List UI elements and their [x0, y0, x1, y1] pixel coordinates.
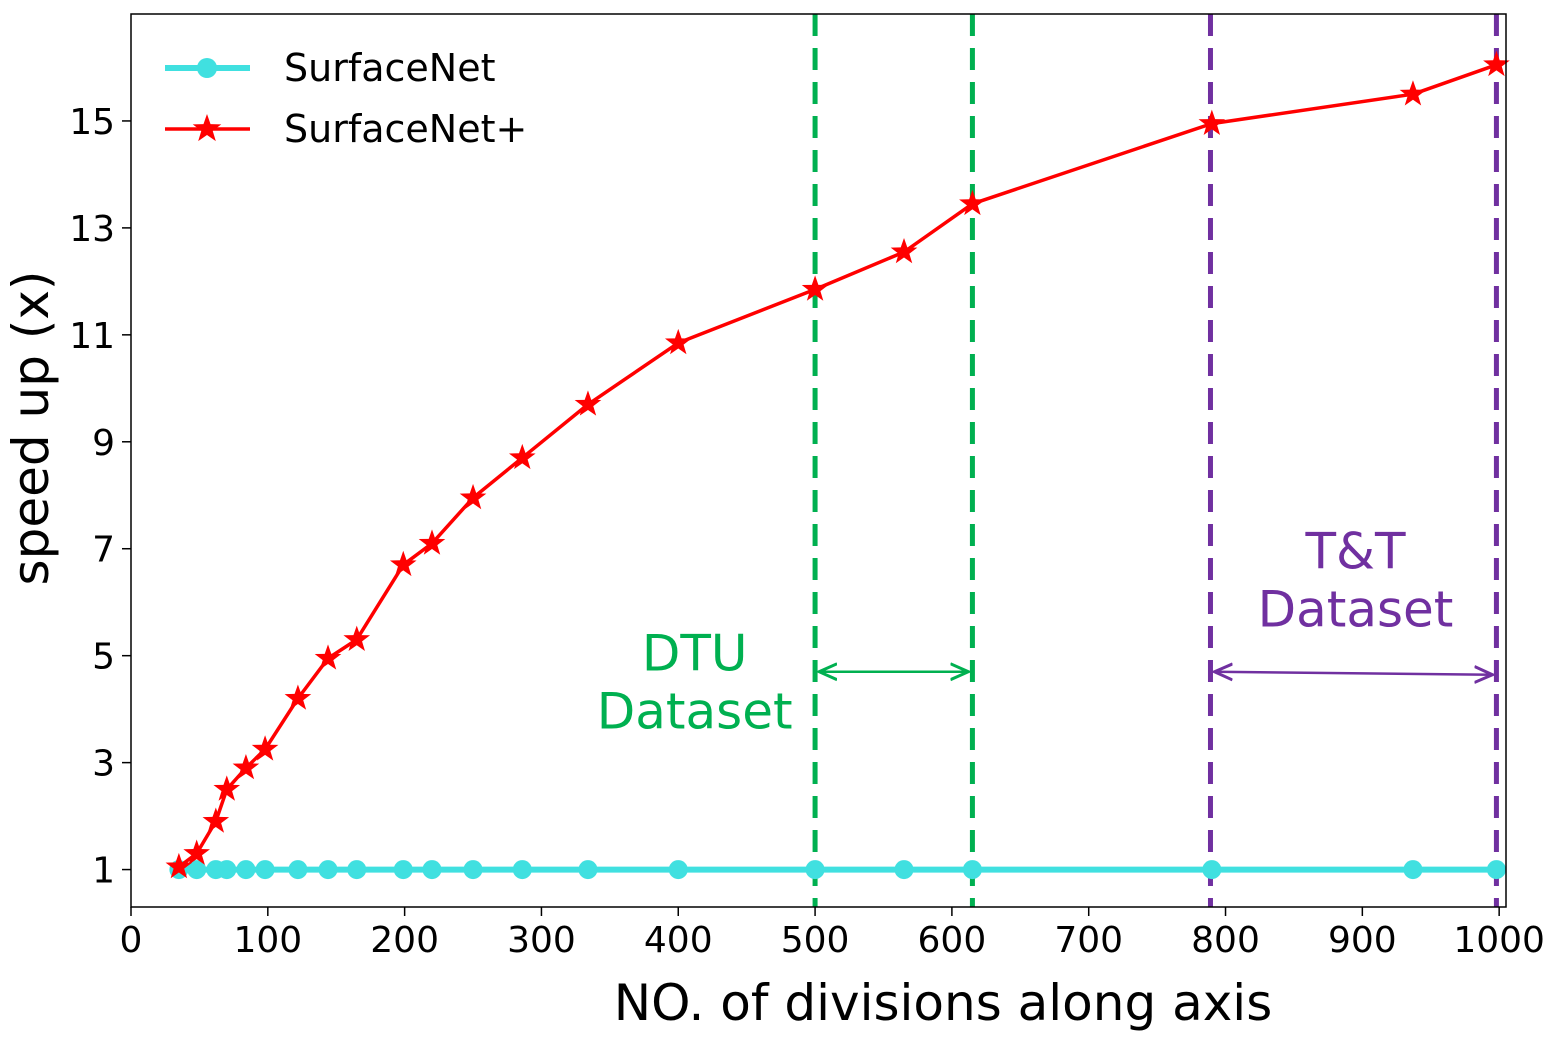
data-point-surfacenet-plus — [801, 275, 829, 301]
data-point-surfacenet — [422, 860, 442, 880]
data-point-surfacenet-plus — [1399, 80, 1427, 106]
data-point-surfacenet-plus — [574, 390, 602, 416]
y-tick-label: 13 — [69, 209, 115, 250]
legend-marker-2 — [192, 114, 222, 142]
x-axis-label: NO. of divisions along axis — [614, 974, 1273, 1032]
axes-frame — [130, 13, 1507, 908]
data-point-surfacenet-plus — [418, 529, 446, 555]
data-point-surfacenet-plus — [343, 625, 371, 651]
x-tick-label: 800 — [1191, 920, 1260, 961]
data-point-surfacenet — [393, 860, 413, 880]
y-tick-label: 11 — [69, 316, 115, 357]
data-point-surfacenet — [512, 860, 532, 880]
x-tick-label: 600 — [918, 920, 987, 961]
data-point-surfacenet-plus — [1198, 109, 1226, 135]
y-tick-label: 7 — [92, 530, 115, 571]
data-point-surfacenet — [668, 860, 688, 880]
x-axis: 0 100 200 300 400 500 600 700 800 900 1000 — [120, 907, 1545, 961]
data-point-surfacenet-plus — [202, 807, 230, 833]
x-tick-label: 200 — [370, 920, 439, 961]
data-point-surfacenet — [347, 860, 367, 880]
data-point-surfacenet-plus — [664, 328, 692, 355]
data-point-surfacenet — [463, 860, 483, 880]
data-point-surfacenet-plus — [508, 443, 536, 470]
data-point-surfacenet — [318, 860, 338, 880]
y-tick-label: 15 — [69, 102, 115, 143]
legend-label-1: SurfaceNet — [284, 46, 495, 90]
data-point-surfacenet-plus — [959, 189, 986, 216]
x-tick-label: 1000 — [1453, 920, 1545, 961]
annotation-label-dtu-2: Dataset — [597, 682, 793, 740]
data-point-surfacenet-plus — [1483, 50, 1510, 77]
y-tick-label: 9 — [92, 423, 115, 464]
data-point-surfacenet-plus — [459, 483, 487, 510]
data-point-surfacenet-plus — [183, 839, 210, 865]
x-tick-label: 0 — [120, 920, 143, 961]
data-point-surfacenet — [1403, 860, 1423, 880]
data-point-surfacenet-plus — [389, 550, 417, 577]
y-tick-label: 1 — [92, 851, 115, 892]
data-point-surfacenet — [236, 860, 256, 880]
legend-marker-1 — [197, 58, 217, 78]
data-point-surfacenet-plus — [284, 684, 312, 710]
x-tick-label: 900 — [1328, 920, 1397, 961]
data-point-surfacenet — [894, 860, 914, 880]
data-point-surfacenet-plus — [314, 644, 342, 670]
data-point-surfacenet — [578, 860, 598, 880]
y-axis-label: speed up (x) — [2, 271, 60, 586]
annotation-label-t-t-2: Dataset — [1258, 581, 1454, 639]
data-point-surfacenet — [1486, 860, 1506, 880]
data-point-surfacenet — [255, 860, 275, 880]
x-tick-label: 700 — [1054, 920, 1123, 961]
data-point-surfacenet — [217, 860, 237, 880]
data-point-surfacenet — [288, 860, 308, 880]
data-point-surfacenet-plus — [251, 735, 279, 761]
data-point-surfacenet-plus — [232, 753, 260, 780]
data-point-surfacenet — [805, 860, 825, 880]
x-tick-label: 100 — [233, 920, 302, 961]
annotation-label-t-t-1: T&T — [1304, 523, 1406, 581]
x-tick-label: 300 — [507, 920, 576, 961]
y-tick-label: 3 — [92, 744, 115, 785]
data-point-surfacenet-plus — [213, 775, 241, 801]
annotation-arrow-t-t — [1214, 672, 1492, 675]
data-point-surfacenet-plus — [890, 237, 918, 264]
data-point-surfacenet — [1202, 860, 1222, 880]
data-point-surfacenet — [187, 860, 207, 880]
y-tick-label: 5 — [92, 637, 115, 678]
annotation-label-dtu-1: DTU — [642, 624, 748, 682]
x-tick-label: 400 — [644, 920, 713, 961]
legend: SurfaceNet SurfaceNet+ — [165, 46, 527, 151]
x-tick-label: 500 — [781, 920, 850, 961]
data-point-surfacenet — [962, 860, 982, 880]
legend-label-2: SurfaceNet+ — [284, 107, 527, 151]
data-point-surfacenet-plus — [165, 852, 193, 879]
